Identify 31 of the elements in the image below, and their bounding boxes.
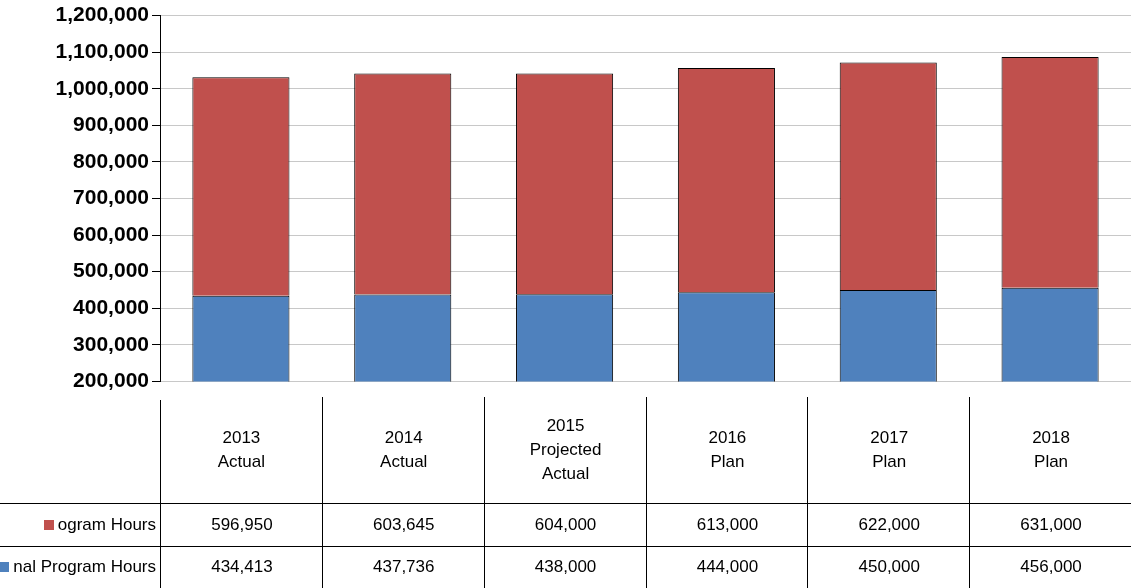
data-label: 613,000 <box>645 503 809 546</box>
legend-label: ogram Hours <box>0 503 160 546</box>
data-label: 603,645 <box>321 503 485 546</box>
x-tick-label: 2017 Plan <box>807 397 971 503</box>
data-label: 622,000 <box>807 503 971 546</box>
x-tick-label: 2016 Plan <box>645 397 809 503</box>
data-label: 604,000 <box>483 503 647 546</box>
y-tick-label: 300,000 <box>73 331 149 355</box>
y-tick-label: 1,100,000 <box>55 38 149 62</box>
y-tick-label: 800,000 <box>73 148 149 172</box>
y-tick-label: 1,200,000 <box>55 2 149 26</box>
data-label: 437,736 <box>321 545 485 588</box>
data-label: 456,000 <box>969 545 1131 588</box>
data-label: 438,000 <box>483 545 647 588</box>
y-tick-label: 1,000,000 <box>55 75 149 99</box>
y-tick-label: 700,000 <box>73 185 149 209</box>
x-tick-label: 2018 Plan <box>969 397 1131 503</box>
data-label: 434,413 <box>160 545 323 588</box>
y-tick-label: 200,000 <box>73 368 149 392</box>
x-tick-label: 2014 Actual <box>321 397 485 503</box>
y-tick-label: 500,000 <box>73 258 149 282</box>
y-tick-label: 600,000 <box>73 221 149 245</box>
data-label: 450,000 <box>807 545 971 588</box>
data-label: 444,000 <box>645 545 809 588</box>
x-tick-label: 2015 Projected Actual <box>483 397 647 503</box>
legend-label: nal Program Hours <box>0 545 160 588</box>
y-tick-label: 900,000 <box>73 112 149 136</box>
data-label: 596,950 <box>160 503 323 546</box>
x-tick-label: 2013 Actual <box>216 427 267 473</box>
y-tick-label: 400,000 <box>73 295 149 319</box>
data-label: 631,000 <box>969 503 1131 546</box>
